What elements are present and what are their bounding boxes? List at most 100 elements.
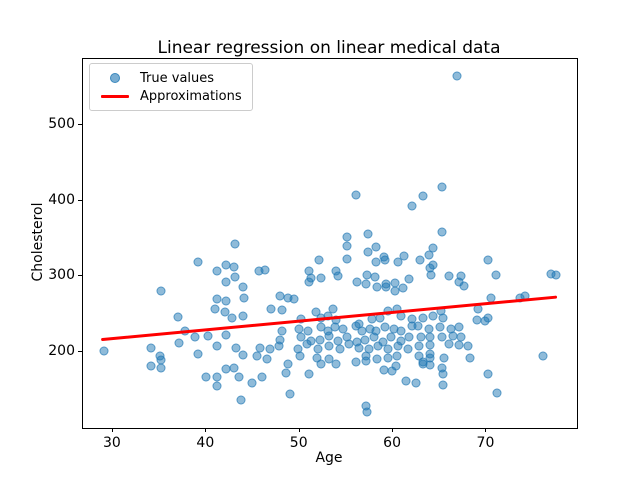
y-tick-mark [78, 124, 82, 126]
scatter-point [438, 380, 448, 390]
scatter-point [230, 272, 240, 282]
x-tick-label: 30 [103, 435, 121, 451]
scatter-point [551, 270, 561, 280]
scatter-point [304, 277, 314, 287]
scatter-point [363, 229, 373, 239]
scatter-point [371, 242, 381, 252]
scatter-point [399, 251, 409, 261]
x-tick-label: 50 [289, 435, 308, 451]
y-tick-mark [78, 275, 82, 277]
scatter-point [413, 321, 423, 331]
scatter-point [335, 344, 345, 354]
scatter-point [281, 368, 291, 378]
scatter-point [212, 294, 222, 304]
scatter-point [361, 279, 371, 289]
scatter-point [424, 250, 434, 260]
x-tick-mark [485, 428, 487, 432]
scatter-point [201, 372, 211, 382]
scatter-point [238, 311, 248, 321]
x-tick-label: 40 [196, 435, 215, 451]
x-tick-mark [111, 428, 113, 432]
scatter-point [454, 322, 464, 332]
scatter-point [491, 270, 501, 280]
y-axis-label: Cholesterol [30, 202, 46, 282]
scatter-point [212, 381, 222, 391]
scatter-point [285, 389, 295, 399]
scatter-point [538, 351, 548, 361]
scatter-point [354, 343, 364, 353]
x-tick-mark [298, 428, 300, 432]
scatter-point [392, 351, 402, 361]
scatter-point [383, 344, 393, 354]
scatter-marker-icon [110, 73, 120, 83]
scatter-point [372, 354, 382, 364]
y-tick-label: 400 [48, 191, 75, 208]
scatter-point [360, 335, 370, 345]
scatter-point [289, 294, 299, 304]
scatter-point [370, 272, 380, 282]
scatter-point [437, 363, 447, 372]
scatter-point [386, 332, 396, 342]
scatter-point [437, 227, 447, 237]
scatter-point [212, 266, 222, 276]
scatter-point [314, 255, 324, 265]
scatter-point [342, 254, 352, 264]
scatter-point [156, 286, 166, 296]
scatter-point [193, 257, 203, 267]
scatter-point [404, 332, 414, 342]
scatter-point [390, 286, 400, 296]
scatter-point [231, 343, 241, 353]
y-tick-mark [78, 350, 82, 352]
scatter-point [444, 271, 454, 281]
scatter-point [262, 354, 272, 364]
regression-line-layer [101, 295, 558, 342]
scatter-point [344, 339, 354, 349]
x-tick-label: 60 [383, 435, 402, 451]
scatter-point [437, 182, 447, 192]
scatter-point [190, 332, 200, 342]
chart-title: Linear regression on linear medical data [157, 38, 501, 58]
scatter-point [380, 255, 390, 265]
scatter-point [483, 255, 493, 265]
scatter-point [239, 293, 249, 303]
scatter-point [146, 361, 156, 371]
x-tick-mark [392, 428, 394, 432]
scatter-point [416, 332, 426, 341]
scatter-point [380, 322, 390, 332]
scatter-point [480, 316, 490, 326]
scatter-point [520, 291, 530, 301]
scatter-point [277, 305, 287, 315]
scatter-point [316, 359, 326, 369]
scatter-point [156, 363, 165, 372]
x-tick-mark [205, 428, 207, 432]
x-axis-label: Age [315, 450, 343, 466]
scatter-point [393, 341, 403, 351]
scatter-point [173, 312, 183, 322]
scatter-point [362, 407, 372, 417]
scatter-point [180, 326, 190, 336]
scatter-point [396, 311, 406, 321]
scatter-point [238, 282, 248, 292]
y-tick-label: 300 [48, 267, 75, 284]
scatter-point [324, 331, 334, 341]
scatter-point [331, 359, 341, 369]
scatter-point [229, 363, 239, 373]
scatter-point [203, 331, 213, 341]
scatter-point [236, 395, 246, 405]
scatter-point [492, 388, 502, 398]
scatter-point [274, 341, 284, 351]
y-tick-label: 500 [48, 116, 75, 133]
scatter-point [463, 341, 473, 351]
scatter-point [174, 338, 184, 348]
scatter-point [324, 341, 334, 351]
scatter-point [414, 341, 424, 351]
legend-entry-approximations: Approximations [98, 87, 242, 105]
scatter-point [486, 293, 496, 303]
scatter-point [324, 354, 334, 364]
scatter-point [266, 304, 276, 314]
scatter-point [304, 369, 314, 379]
scatter-point [381, 282, 391, 292]
scatter-point [391, 361, 401, 371]
scatter-point [230, 239, 240, 249]
